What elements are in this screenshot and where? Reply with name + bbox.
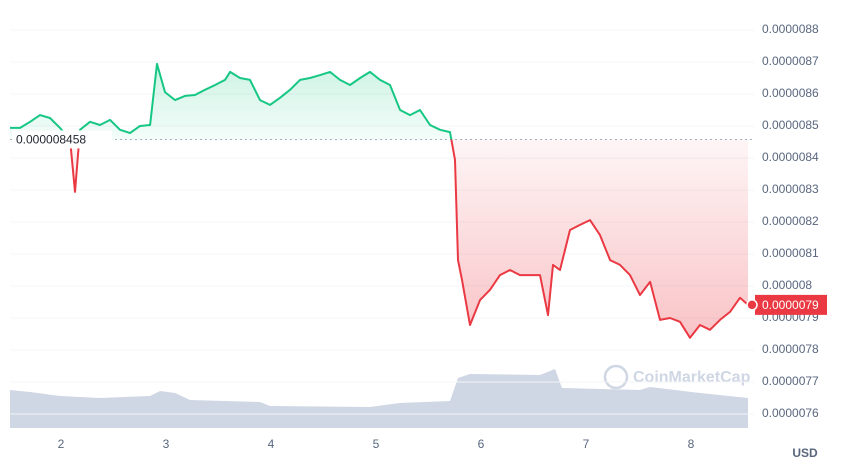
y-tick-label: 0.0000084 xyxy=(762,150,819,164)
y-tick-label: 0.0000086 xyxy=(762,86,819,100)
x-tick-label: 6 xyxy=(478,437,485,451)
y-tick-label: 0.0000087 xyxy=(762,54,819,68)
y-tick-label: 0.0000085 xyxy=(762,118,819,132)
x-tick-label: 7 xyxy=(583,437,590,451)
baseline-label-bg xyxy=(12,130,112,149)
price-line xyxy=(10,62,749,339)
volume-bars xyxy=(10,369,748,428)
x-tick-label: 4 xyxy=(268,437,275,451)
watermark-text: CoinMarketCap xyxy=(633,369,751,386)
area-fill xyxy=(10,63,748,338)
y-tick-label: 0.0000082 xyxy=(762,214,819,228)
y-tick-label: 0.0000078 xyxy=(762,342,819,356)
x-tick-label: 2 xyxy=(58,437,65,451)
y-tick-label: 0.0000088 xyxy=(762,22,819,36)
x-tick-label: 5 xyxy=(373,437,380,451)
price-tag-bg xyxy=(755,294,827,315)
y-tick-label: 0.000008 xyxy=(762,278,812,292)
x-tick-label: 3 xyxy=(163,437,170,451)
x-tick-label: 8 xyxy=(688,437,695,451)
price-tag-text: 0.0000079 xyxy=(762,298,819,312)
baseline-label: 0.000008458 xyxy=(16,133,86,147)
y-tick-label: 0.0000083 xyxy=(762,182,819,196)
current-point xyxy=(746,299,758,311)
y-tick-label: 0.0000076 xyxy=(762,406,819,420)
watermark: CoinMarketCap xyxy=(603,364,751,390)
y-tick-label: 0.0000081 xyxy=(762,246,819,260)
current-price-tag: 0.0000079 xyxy=(755,294,827,315)
y-tick-label: 0.0000077 xyxy=(762,374,819,388)
y-unit: USD xyxy=(792,446,818,460)
